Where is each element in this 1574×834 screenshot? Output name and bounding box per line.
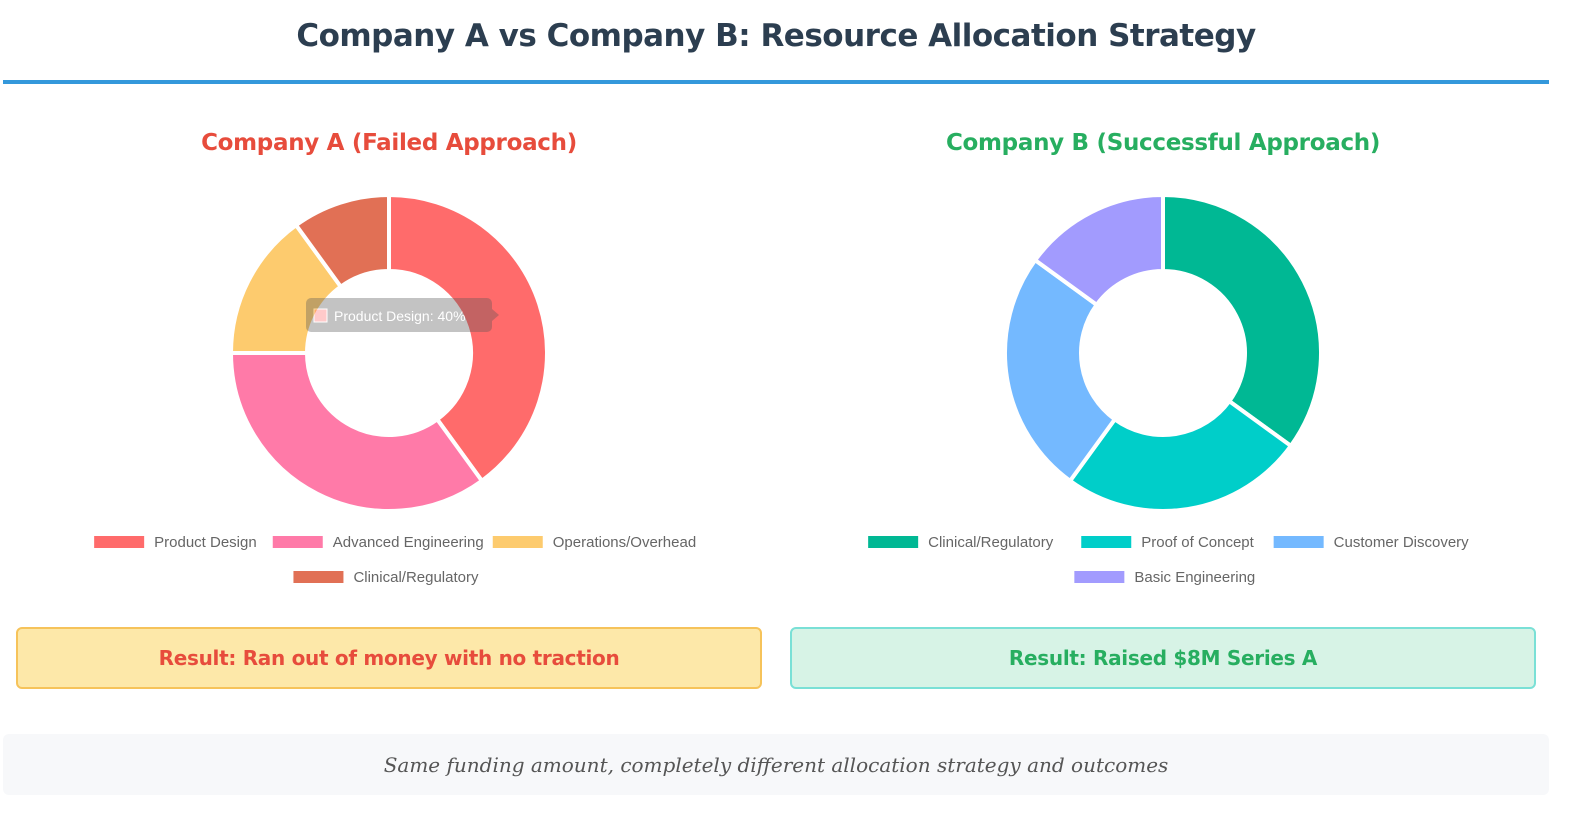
- legend-label: Advanced Engineering: [333, 534, 484, 551]
- legend-swatch: [293, 571, 344, 583]
- slice-basic-engineering[interactable]: [1032, 192, 1165, 308]
- slice-product-design[interactable]: [387, 192, 549, 484]
- slice-advanced-engineering[interactable]: [228, 351, 485, 513]
- legend-label: Proof of Concept: [1141, 534, 1254, 551]
- legend-item-proof-of-concept[interactable]: Proof of Concept: [1081, 534, 1255, 551]
- legend-swatch: [1081, 536, 1132, 548]
- legend-item-customer-discovery[interactable]: Customer Discovery: [1273, 534, 1470, 551]
- title-divider: [3, 80, 1549, 84]
- tooltip-label: Product Design: 40%: [334, 308, 466, 324]
- legend-label: Customer Discovery: [1334, 534, 1470, 551]
- legend-item-operations-overhead[interactable]: Operations/Overhead: [492, 534, 696, 551]
- tooltip-caret: [492, 309, 499, 321]
- company-a-doughnut-chart: Product Design Advanced Engineering Operat…: [94, 192, 696, 586]
- legend-label: Clinical/Regulatory: [353, 569, 479, 586]
- legend-swatch: [492, 536, 543, 548]
- legend-swatch: [1074, 571, 1125, 583]
- legend-label: Product Design: [154, 534, 257, 551]
- slice-customer-discovery[interactable]: [1003, 257, 1118, 484]
- legend-item-product-design[interactable]: Product Design: [94, 534, 257, 551]
- legend-item-clinical-regulatory[interactable]: Clinical/Regulatory: [293, 569, 479, 586]
- legend-label: Operations/Overhead: [553, 534, 696, 551]
- tooltip-background: [306, 298, 492, 332]
- legend-item-advanced-engineering[interactable]: Advanced Engineering: [272, 534, 484, 551]
- company-a-chart-title: Company A (Failed Approach): [201, 130, 577, 156]
- slice-proof-of-concept[interactable]: [1067, 398, 1294, 513]
- legend-swatch: [94, 536, 145, 548]
- legend-label: Clinical/Regulatory: [928, 534, 1054, 551]
- legend-swatch: [868, 536, 919, 548]
- company-a-result: Result: Ran out of money with no tractio…: [16, 627, 762, 689]
- footer-note: Same funding amount, completely differen…: [3, 734, 1549, 795]
- company-b-chart-title: Company B (Successful Approach): [945, 130, 1381, 156]
- legend-swatch: [1273, 536, 1324, 548]
- slice-clinical-regulatory[interactable]: [1161, 192, 1323, 449]
- company-b-result: Result: Raised $8M Series A: [790, 627, 1536, 689]
- slice-clinical-regulatory[interactable]: [293, 192, 391, 290]
- legend-item-basic-engineering[interactable]: Basic Engineering: [1074, 569, 1255, 586]
- legend-label: Basic Engineering: [1134, 569, 1255, 586]
- tooltip-swatch: [313, 308, 328, 323]
- chart-tooltip: Product Design: 40%: [306, 298, 499, 332]
- company-b-doughnut-chart: Clinical/Regulatory Proof of Concept Custo…: [868, 192, 1470, 586]
- legend-item-clinical-regulatory[interactable]: Clinical/Regulatory: [868, 534, 1054, 551]
- legend-swatch: [272, 536, 323, 548]
- page-title: Company A vs Company B: Resource Allocat…: [296, 18, 1256, 54]
